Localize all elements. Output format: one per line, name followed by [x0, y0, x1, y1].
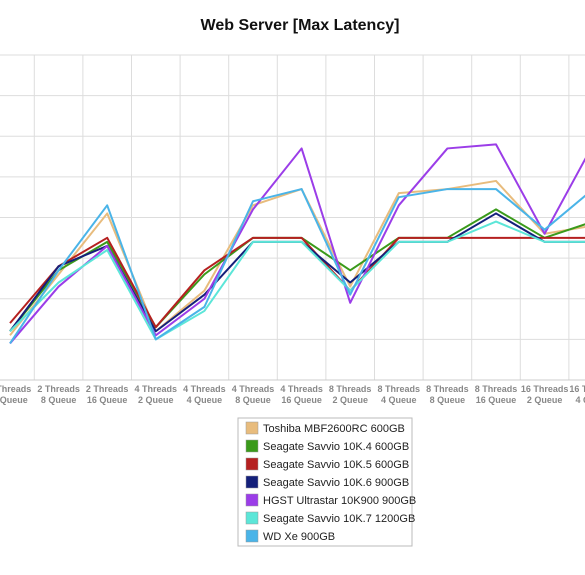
legend-box	[237, 417, 413, 547]
series-line	[9, 143, 585, 345]
x-tick-label: 16 Threads	[569, 384, 585, 394]
x-tick-label: 16 Queue	[87, 395, 128, 405]
legend-label: Seagate Savvio 10K.7 1200GB	[263, 513, 415, 525]
legend-swatch	[245, 529, 259, 543]
chart-title: Web Server [Max Latency]	[201, 17, 400, 34]
x-tick-label: 8 Threads	[329, 384, 372, 394]
x-tick-label: 2 Queue	[527, 395, 563, 405]
series-line	[9, 212, 585, 333]
series-line	[9, 220, 585, 341]
legend-swatch	[245, 421, 259, 435]
x-tick-label: 16 Threads	[521, 384, 569, 394]
x-tick-label: 8 Queue	[430, 395, 466, 405]
x-tick-label: 8 Queue	[235, 395, 271, 405]
series-line	[9, 236, 585, 329]
x-tick-label: 2 Threads	[0, 384, 31, 394]
x-tick-label: 2 Queue	[138, 395, 174, 405]
x-tick-label: 4 Threads	[232, 384, 275, 394]
legend-label: HGST Ultrastar 10K900 900GB	[263, 495, 416, 507]
x-tick-label: 8 Threads	[475, 384, 518, 394]
legend-swatch	[245, 457, 259, 471]
x-tick-label: 4 Threads	[135, 384, 178, 394]
series-line	[9, 188, 585, 344]
x-tick-label: 4 Queue	[187, 395, 223, 405]
legend-label: Seagate Savvio 10K.4 600GB	[263, 441, 409, 453]
x-tick-label: 4 Threads	[183, 384, 226, 394]
x-tick-label: 2 Threads	[86, 384, 129, 394]
legend-label: Seagate Savvio 10K.5 600GB	[263, 459, 409, 471]
x-tick-label: 8 Threads	[378, 384, 421, 394]
legend-label: Seagate Savvio 10K.6 900GB	[263, 477, 409, 489]
legend-swatch	[245, 439, 259, 453]
x-tick-label: 8 Threads	[426, 384, 469, 394]
legend-swatch	[245, 475, 259, 489]
x-tick-label: 16 Queue	[476, 395, 517, 405]
x-tick-label: 16 Queue	[281, 395, 322, 405]
legend-swatch	[245, 493, 259, 507]
x-tick-label: 2 Threads	[37, 384, 80, 394]
x-tick-label: 4 Queue	[0, 395, 28, 405]
legend-label: WD Xe 900GB	[263, 531, 335, 543]
x-tick-label: 4 Queue	[381, 395, 417, 405]
x-tick-label: 2 Queue	[332, 395, 368, 405]
x-tick-label: 4 Threads	[280, 384, 323, 394]
legend-swatch	[245, 511, 259, 525]
x-tick-label: 8 Queue	[41, 395, 77, 405]
x-tick-label: 4 Queue	[575, 395, 585, 405]
legend-label: Toshiba MBF2600RC 600GB	[263, 423, 405, 435]
